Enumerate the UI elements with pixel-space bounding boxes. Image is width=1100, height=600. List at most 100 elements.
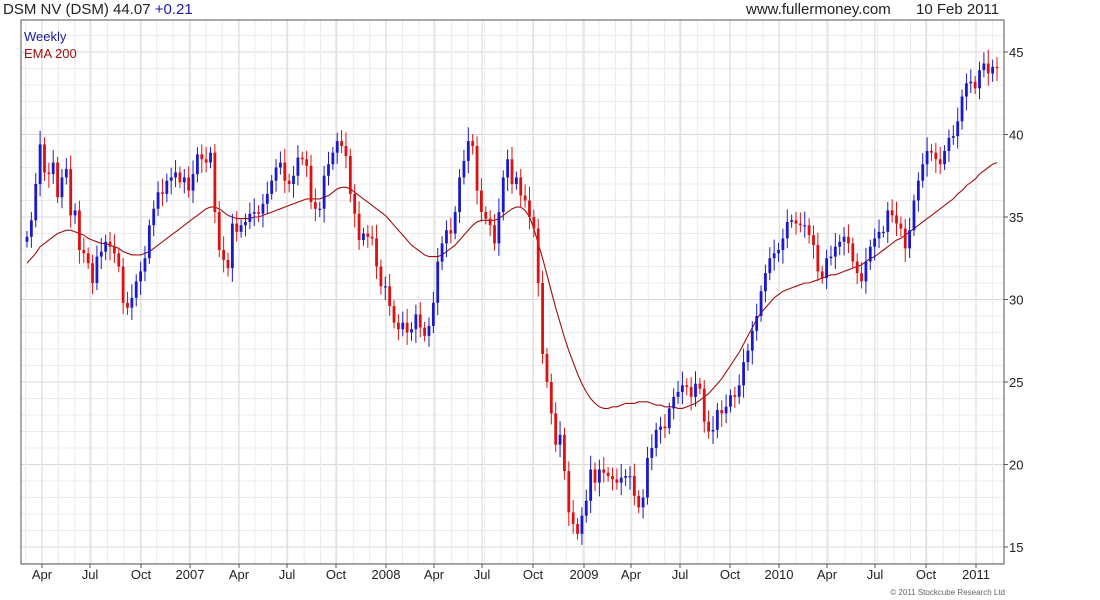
candle <box>947 129 951 163</box>
candle <box>951 125 955 145</box>
candle <box>855 253 859 285</box>
candle <box>309 154 313 210</box>
candle <box>833 233 837 269</box>
ema-200-line <box>26 162 998 409</box>
candle <box>615 468 619 490</box>
candle <box>121 258 125 314</box>
x-tick-label: 2008 <box>372 567 401 582</box>
candle <box>593 462 597 492</box>
candle <box>178 166 182 189</box>
copyright-text: © 2011 Stockcube Research Ltd <box>890 588 1005 597</box>
candle <box>270 174 274 200</box>
candle <box>379 259 383 295</box>
ticker-name: DSM NV (DSM) <box>3 1 109 18</box>
candle <box>139 261 143 296</box>
candle <box>147 219 151 265</box>
candle <box>117 247 121 273</box>
candle <box>860 262 863 289</box>
candle <box>567 461 571 527</box>
x-tick-label: Jul <box>672 567 689 582</box>
candle <box>64 158 68 185</box>
candle <box>580 507 584 545</box>
candle <box>261 194 265 228</box>
x-tick-label: 2009 <box>570 567 599 582</box>
candle <box>340 130 343 154</box>
candle <box>279 151 282 175</box>
candle <box>676 380 680 404</box>
candle <box>965 73 968 111</box>
candle <box>388 273 392 316</box>
candle <box>327 151 330 186</box>
candle <box>724 394 728 424</box>
candle <box>886 201 890 243</box>
candle <box>899 216 903 237</box>
candle <box>903 218 907 263</box>
ema-line <box>26 162 998 409</box>
candle <box>807 218 811 244</box>
candle <box>812 225 815 259</box>
candle <box>750 321 754 365</box>
candle <box>536 218 540 297</box>
candle <box>392 300 396 329</box>
candle <box>375 224 378 279</box>
candle <box>729 389 732 413</box>
candle <box>449 217 453 244</box>
y-tick-label: 15 <box>1009 540 1023 555</box>
candle <box>803 211 807 238</box>
candle <box>152 200 156 237</box>
candle <box>305 150 309 177</box>
candle <box>60 168 64 209</box>
candle <box>104 234 108 261</box>
candle <box>890 199 894 223</box>
candle <box>466 127 470 174</box>
candle <box>611 467 614 491</box>
candle <box>864 247 868 294</box>
candle <box>829 245 833 266</box>
candle <box>156 181 160 216</box>
candle <box>790 214 794 228</box>
candle <box>851 237 855 268</box>
candle <box>51 150 55 184</box>
candle <box>842 227 846 256</box>
candle <box>475 136 479 205</box>
candle <box>130 284 134 321</box>
candle <box>702 380 706 433</box>
candle <box>514 171 518 190</box>
candle <box>571 499 575 534</box>
candle <box>187 166 191 198</box>
candle <box>410 322 413 341</box>
x-axis: Apr Jul Oct 2007 Apr Jul Oct 2008 Apr Jul Oct 2009 A… <box>32 564 990 582</box>
candle <box>95 245 99 291</box>
candle <box>196 147 199 183</box>
candle <box>161 178 164 207</box>
candle <box>646 446 649 505</box>
candle <box>737 374 741 404</box>
candle <box>759 285 763 322</box>
candle <box>265 181 269 214</box>
candle <box>584 489 588 523</box>
candle <box>921 153 925 188</box>
candle <box>624 468 628 487</box>
candle <box>501 170 505 221</box>
candle <box>497 198 501 256</box>
x-tick-label: Oct <box>720 567 741 582</box>
candle <box>628 466 632 490</box>
candle <box>143 245 147 282</box>
candle <box>34 172 38 228</box>
candle <box>956 107 960 149</box>
candle <box>418 301 422 338</box>
candle <box>938 146 942 174</box>
candle <box>715 402 719 439</box>
candle <box>38 130 42 197</box>
candle <box>283 148 287 194</box>
candle <box>440 236 444 270</box>
candle <box>274 159 278 192</box>
candle <box>471 134 475 155</box>
candle <box>370 225 374 246</box>
x-tick-label: Jul <box>474 567 491 582</box>
candle <box>772 239 776 271</box>
candle <box>838 234 842 256</box>
candle <box>589 455 593 514</box>
candle <box>549 373 553 425</box>
